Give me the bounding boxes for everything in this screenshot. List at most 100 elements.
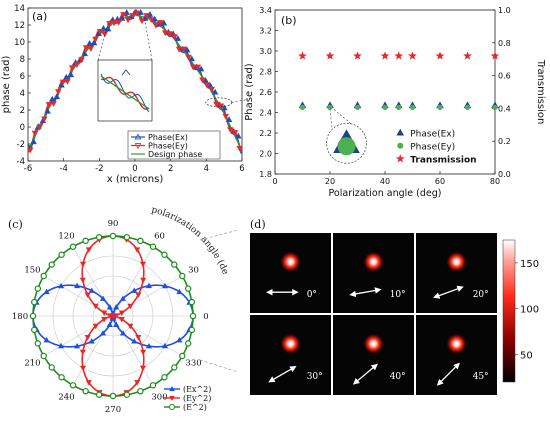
polarization-arrow — [352, 363, 378, 385]
polar-marker — [109, 392, 117, 400]
polar-marker — [88, 338, 95, 344]
ey-marker — [92, 36, 99, 43]
inset-ex-bump — [121, 69, 131, 76]
panel-label: (a) — [32, 10, 47, 23]
polar-marker — [82, 387, 89, 395]
angle-tick-label: 60 — [154, 231, 165, 241]
y-right-tick-label: 1.0 — [498, 6, 511, 15]
plot-frame — [274, 9, 496, 175]
ey-marker — [50, 100, 57, 107]
polar-spoke — [72, 246, 114, 317]
y-right-tick-label: 0.2 — [498, 137, 511, 146]
ey-marker — [87, 46, 95, 52]
polar-marker — [43, 288, 50, 295]
ex-marker — [235, 132, 242, 139]
x-tick-label: 0 — [132, 164, 137, 174]
y-tick-label: 10 — [14, 38, 25, 48]
angle-tick-label: 240 — [58, 393, 74, 403]
y-right-axis-label: Transmission — [535, 59, 546, 125]
polar-marker — [84, 292, 91, 298]
ey-marker — [185, 54, 192, 61]
polar-marker — [99, 295, 107, 301]
polar-marker — [101, 310, 108, 316]
angle-label: 45° — [473, 372, 489, 382]
polar-marker — [135, 292, 142, 298]
angle-label: 0° — [307, 290, 317, 300]
y-tick-label: -2 — [17, 140, 25, 150]
angle-label: 10° — [390, 290, 406, 300]
zoom-line — [143, 15, 153, 61]
transmission-marker — [353, 51, 362, 60]
polar-marker — [139, 365, 147, 372]
polar-marker — [179, 272, 186, 280]
polar-spoke — [112, 315, 154, 386]
polar-marker — [106, 321, 113, 328]
ey-marker — [152, 22, 160, 29]
legend-marker — [134, 133, 142, 140]
y-tick-label: 1.8 — [259, 170, 272, 179]
ex-marker — [49, 95, 56, 102]
ex-marker — [202, 77, 210, 84]
x-tick-label: 4 — [204, 164, 209, 174]
legend-marker — [134, 143, 142, 150]
ey-marker — [138, 18, 146, 25]
intensity-tile — [250, 233, 331, 313]
polar-spoke — [43, 275, 114, 317]
polar-marker — [79, 277, 86, 284]
legend-marker — [396, 128, 405, 136]
polar-marker — [43, 336, 50, 343]
ey-marker — [115, 19, 122, 26]
ex-marker — [44, 107, 51, 114]
polar-marker — [73, 282, 81, 289]
polar-marker — [119, 295, 127, 301]
polar-marker — [40, 272, 47, 280]
ey-marker — [354, 104, 361, 110]
polar-marker — [149, 243, 157, 250]
y-axis-label: phase (rad) — [1, 56, 12, 114]
link-arrow — [199, 229, 239, 241]
x-tick-label: 0 — [272, 177, 277, 186]
polar-marker — [101, 316, 108, 323]
ey-marker — [31, 130, 39, 137]
polar-marker — [134, 380, 141, 386]
y-tick-label: 8 — [20, 55, 25, 65]
panel-label: (d) — [250, 218, 266, 231]
polar-marker — [171, 364, 178, 371]
focal-spot — [362, 250, 385, 273]
polar-marker — [171, 261, 178, 268]
focal-spot — [445, 332, 468, 355]
polar-marker — [40, 352, 47, 360]
polar-marker — [69, 382, 77, 389]
ey-marker — [180, 46, 188, 53]
polar-marker — [79, 349, 86, 356]
x-tick-label: 40 — [380, 177, 390, 186]
x-tick-label: -2 — [95, 164, 103, 174]
polar-marker — [189, 312, 197, 320]
ey-marker — [82, 45, 90, 52]
polar-marker — [106, 304, 113, 310]
plot-area — [28, 8, 242, 155]
panel-d: (d) 0° 10° 20° 30° 40° 45° 50 100 150 — [250, 218, 539, 395]
ey-marker — [171, 34, 178, 41]
ey-marker — [222, 113, 229, 120]
polar-marker — [127, 323, 134, 330]
ex-marker — [95, 30, 103, 36]
ey-marker — [124, 17, 132, 24]
ey-marker — [28, 147, 34, 154]
ey-marker — [227, 127, 234, 134]
intensity-tile — [416, 233, 497, 313]
transmission-marker — [325, 51, 335, 60]
x-tick-label: 60 — [435, 177, 445, 186]
angle-tick-label: 90 — [108, 219, 119, 229]
ey-marker — [59, 79, 67, 86]
y-right-tick-label: 0.8 — [498, 39, 511, 48]
ey-marker — [96, 29, 104, 35]
polar-marker — [161, 251, 168, 258]
ey-marker — [45, 102, 53, 108]
ex-marker — [86, 40, 93, 46]
polar-marker — [95, 391, 103, 398]
ex-marker — [174, 35, 182, 41]
ey-marker — [157, 20, 164, 26]
zoom-line — [97, 22, 109, 61]
